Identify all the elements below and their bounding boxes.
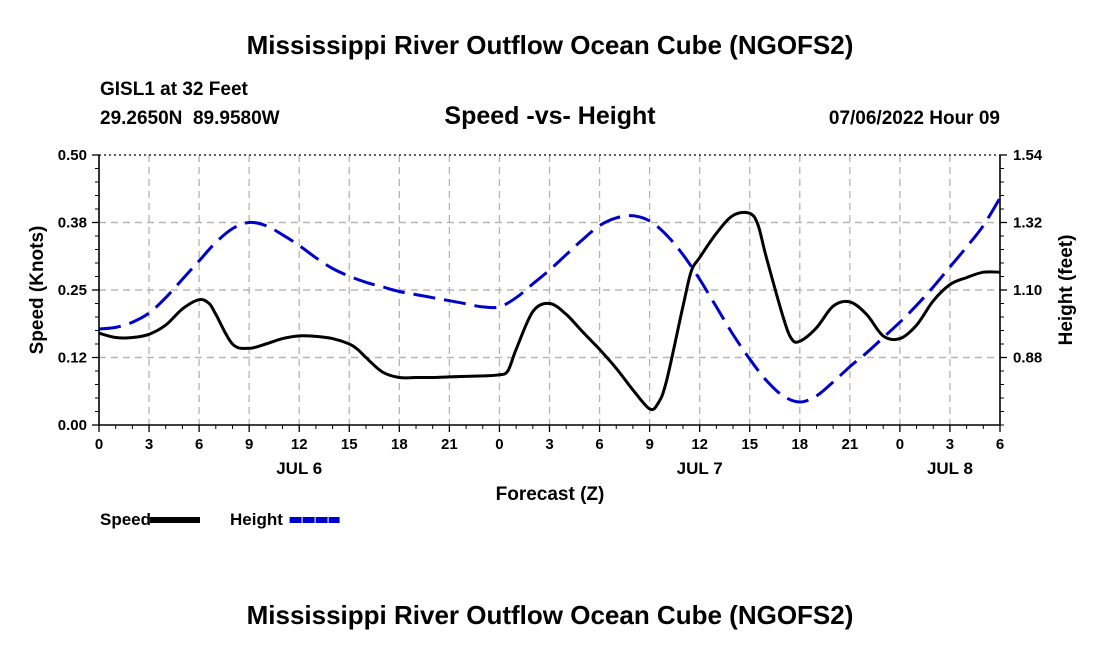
x-tick-label: 0: [495, 436, 503, 453]
x-tick-label: 18: [391, 436, 408, 453]
x-tick-label: 6: [996, 436, 1004, 453]
x-tick-label: 6: [195, 436, 203, 453]
day-label: JUL 6: [276, 459, 322, 478]
x-tick-label: 6: [595, 436, 603, 453]
legend: Speed Height: [100, 510, 340, 529]
x-tick-label: 9: [645, 436, 653, 453]
day-label: JUL 7: [677, 459, 723, 478]
plot-frame: [92, 154, 1007, 432]
x-tick-label: 0: [896, 436, 904, 453]
x-tick-label: 3: [545, 436, 553, 453]
legend-label-height: Height: [230, 510, 283, 529]
y-left-tick-label: 0.25: [58, 282, 87, 299]
y-left-tick-label: 0.50: [58, 147, 87, 164]
series-line-height: [98, 197, 1002, 404]
y-right-tick-label: 0.88: [1013, 350, 1042, 367]
x-tick-label: 3: [145, 436, 153, 453]
x-tick-label: 3: [946, 436, 954, 453]
y-right-tick-label: 1.10: [1013, 282, 1042, 299]
y-axis-right-label: Height (feet): [1056, 235, 1077, 346]
day-label: JUL 8: [927, 459, 973, 478]
x-tick-label: 21: [441, 436, 458, 453]
x-tick-label: 21: [841, 436, 858, 453]
y-left-tick-label: 0.00: [58, 417, 87, 434]
station-label: GISL1 at 32 Feet: [100, 79, 249, 100]
y-right-tick-label: 1.54: [1013, 147, 1043, 164]
x-tick-label: 9: [245, 436, 253, 453]
legend-label-speed: Speed: [100, 510, 151, 529]
forecast-datetime: 07/06/2022 Hour 09: [829, 108, 1000, 129]
x-tick-label: 15: [341, 436, 358, 453]
coordinates-label: 29.2650N 89.9580W: [100, 108, 280, 129]
y-left-tick-label: 0.38: [58, 215, 87, 232]
x-tick-label: 15: [741, 436, 758, 453]
x-axis-label: Forecast (Z): [496, 484, 605, 505]
x-tick-label: 0: [95, 436, 103, 453]
grid-lines: [99, 154, 1000, 425]
series-line-speed: [98, 210, 1001, 412]
y-axis-left-label: Speed (Knots): [27, 226, 48, 355]
footer-title: Mississippi River Outflow Ocean Cube (NG…: [247, 600, 854, 630]
x-tick-label: 12: [291, 436, 308, 453]
x-tick-label: 12: [691, 436, 708, 453]
y-right-tick-label: 1.32: [1013, 215, 1042, 232]
chart-title: Speed -vs- Height: [444, 102, 656, 130]
page-title: Mississippi River Outflow Ocean Cube (NG…: [247, 30, 854, 60]
x-tick-label: 18: [791, 436, 808, 453]
tick-labels: 0 3 6 9 12 15 18 21 0 3 6 9 12 15 18 21 0 3 6 JUL 6 JUL 7 JUL…: [58, 147, 1043, 478]
y-left-tick-label: 0.12: [58, 350, 87, 367]
series-layer: [98, 197, 1002, 412]
